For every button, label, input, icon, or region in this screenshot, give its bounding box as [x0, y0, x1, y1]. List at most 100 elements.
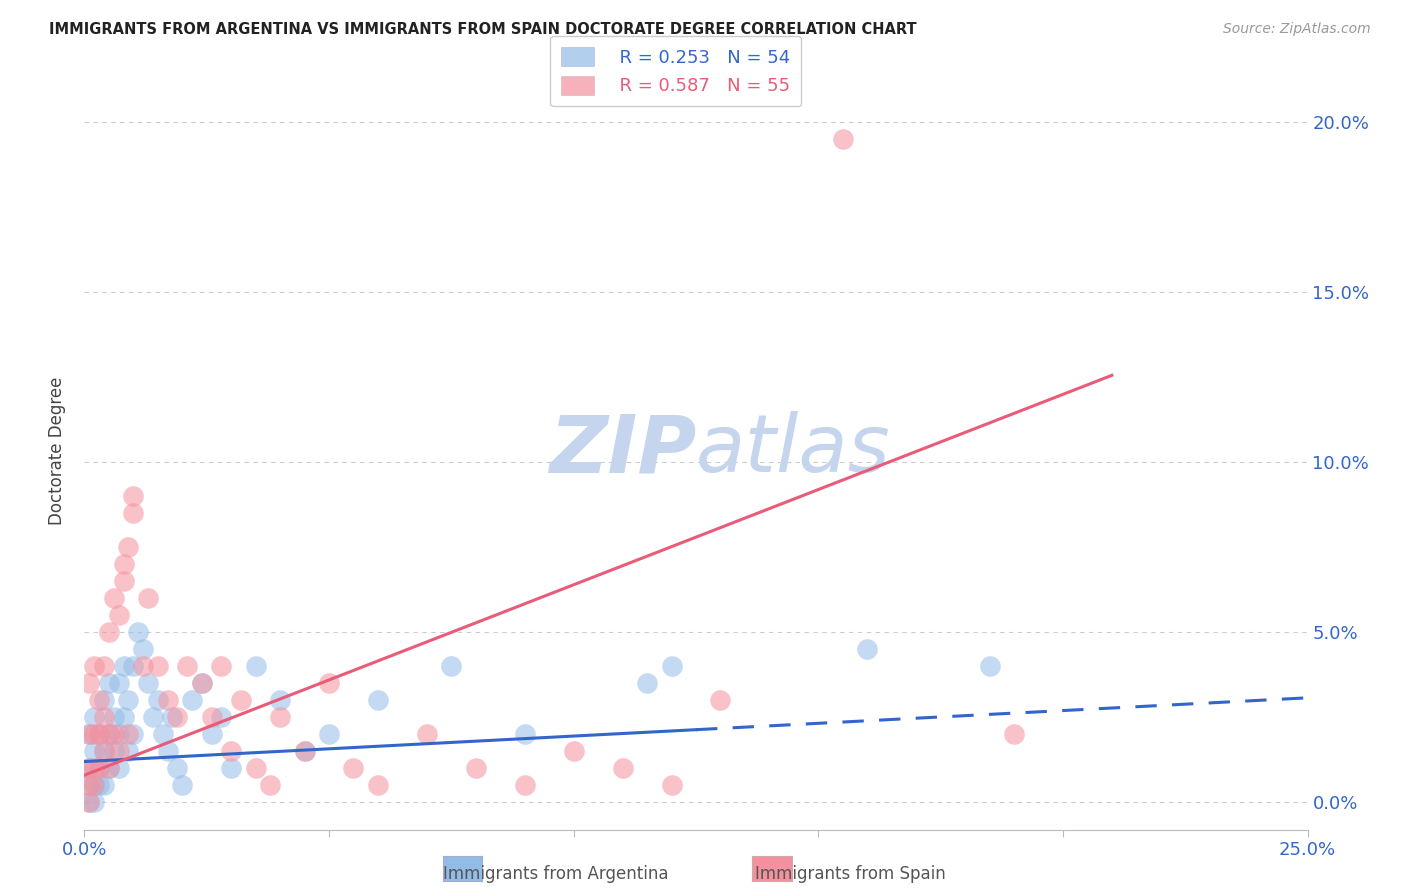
Point [112, 574, 135, 589]
Point [156, 744, 179, 758]
Point [93, 710, 115, 724]
Point [661, 778, 683, 792]
Point [103, 744, 125, 758]
Point [709, 693, 731, 707]
Point [93, 659, 115, 673]
Point [117, 693, 139, 707]
Point [122, 659, 145, 673]
Point [77, 778, 100, 792]
Point [416, 727, 439, 741]
Point [87, 727, 110, 741]
Point [83, 744, 105, 758]
Point [219, 761, 242, 775]
Point [117, 744, 139, 758]
Point [97, 727, 120, 741]
Point [117, 541, 139, 555]
Point [107, 727, 129, 741]
Point [83, 796, 105, 810]
Point [229, 693, 252, 707]
Point [93, 778, 115, 792]
Point [77, 796, 100, 810]
Point [77, 727, 100, 741]
Point [209, 659, 232, 673]
Point [112, 558, 135, 572]
Point [294, 744, 316, 758]
Point [83, 778, 105, 792]
Point [513, 727, 536, 741]
Text: Immigrants from Argentina: Immigrants from Argentina [443, 865, 668, 883]
Point [127, 625, 149, 640]
Point [172, 778, 194, 792]
Point [77, 761, 100, 775]
Point [83, 710, 105, 724]
Point [103, 591, 125, 606]
Text: IMMIGRANTS FROM ARGENTINA VS IMMIGRANTS FROM SPAIN DOCTORATE DEGREE CORRELATION : IMMIGRANTS FROM ARGENTINA VS IMMIGRANTS … [49, 22, 917, 37]
Point [269, 693, 291, 707]
Point [112, 710, 135, 724]
Point [97, 761, 120, 775]
Point [152, 727, 174, 741]
Point [440, 659, 463, 673]
Point [294, 744, 316, 758]
Point [83, 778, 105, 792]
Y-axis label: Doctorate Degree: Doctorate Degree [48, 376, 66, 524]
Point [318, 727, 340, 741]
Point [107, 608, 129, 623]
Point [856, 642, 879, 657]
Point [77, 796, 100, 810]
Point [209, 710, 232, 724]
Point [132, 642, 155, 657]
Point [93, 693, 115, 707]
Point [176, 659, 198, 673]
Point [107, 761, 129, 775]
Point [83, 659, 105, 673]
Point [245, 761, 267, 775]
Point [122, 727, 145, 741]
Point [562, 744, 585, 758]
Point [87, 761, 110, 775]
Point [97, 625, 120, 640]
Point [103, 727, 125, 741]
Point [979, 659, 1001, 673]
Point [166, 710, 188, 724]
Point [103, 710, 125, 724]
Point [77, 727, 100, 741]
Point [83, 727, 105, 741]
Legend:   R = 0.253   N = 54,   R = 0.587   N = 55: R = 0.253 N = 54, R = 0.587 N = 55 [550, 36, 801, 106]
Point [191, 676, 214, 690]
Text: Source: ZipAtlas.com: Source: ZipAtlas.com [1223, 22, 1371, 37]
Point [245, 659, 267, 673]
Text: atlas: atlas [696, 411, 891, 490]
Point [146, 659, 169, 673]
Point [112, 659, 135, 673]
Point [269, 710, 291, 724]
Point [318, 676, 340, 690]
Point [87, 778, 110, 792]
Point [1002, 727, 1025, 741]
Point [612, 761, 634, 775]
Point [132, 659, 155, 673]
Point [162, 710, 184, 724]
Point [636, 676, 658, 690]
Point [97, 761, 120, 775]
Point [136, 676, 159, 690]
Point [77, 676, 100, 690]
Point [191, 676, 214, 690]
Point [181, 693, 204, 707]
Point [513, 778, 536, 792]
Point [83, 761, 105, 775]
Point [107, 744, 129, 758]
Point [97, 676, 120, 690]
Point [93, 744, 115, 758]
Point [93, 744, 115, 758]
Point [156, 693, 179, 707]
Point [142, 710, 165, 724]
Point [219, 744, 242, 758]
Text: Immigrants from Spain: Immigrants from Spain [755, 865, 946, 883]
Point [77, 778, 100, 792]
Point [97, 727, 120, 741]
Point [166, 761, 188, 775]
Point [661, 659, 683, 673]
Point [117, 727, 139, 741]
Point [464, 761, 486, 775]
